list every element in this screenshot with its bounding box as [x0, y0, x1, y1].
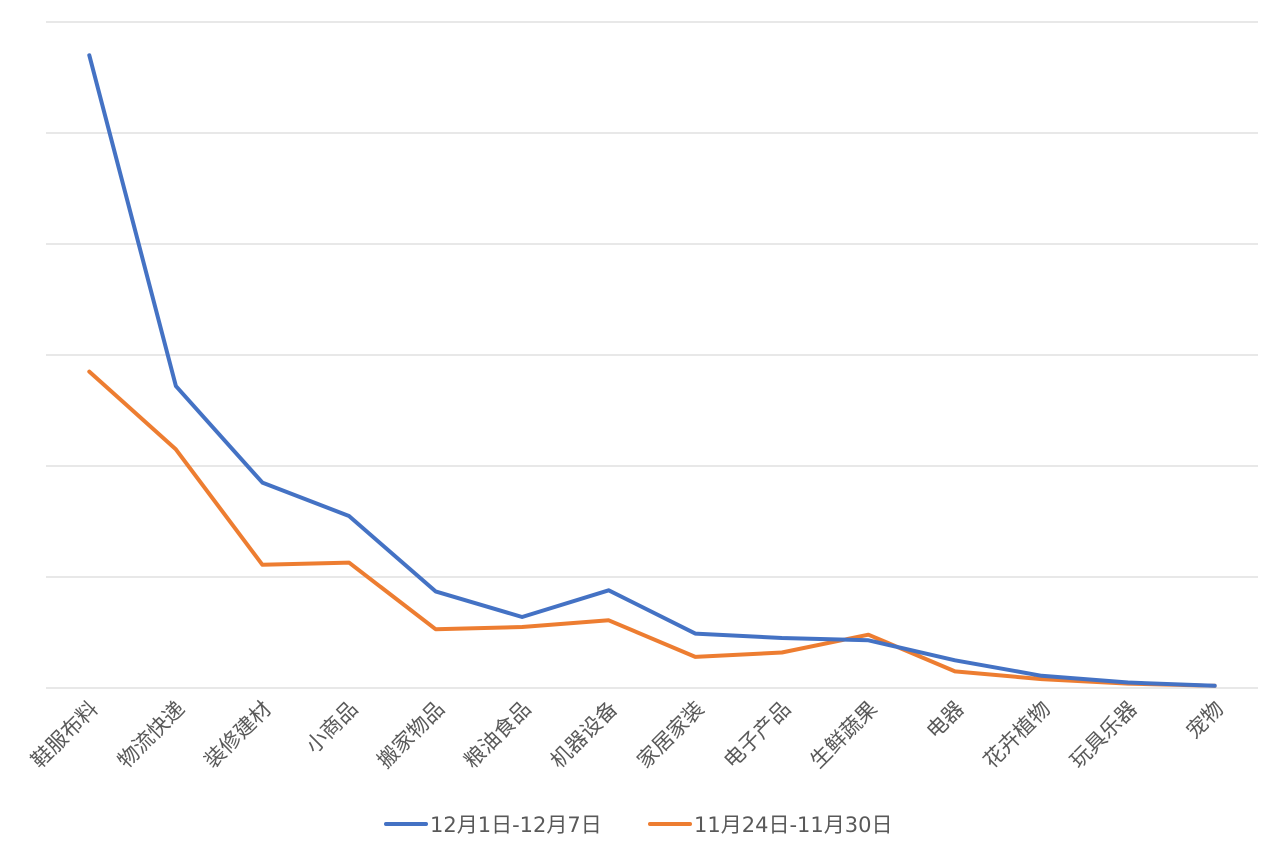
x-tick-label: 小商品 [301, 697, 363, 759]
x-tick-label: 玩具乐器 [1065, 697, 1141, 773]
x-tick-label: 装修建材 [200, 697, 276, 773]
series-line-1 [87, 53, 1217, 688]
x-tick-label: 电子产品 [719, 697, 795, 773]
x-tick-label: 鞋服布料 [26, 697, 102, 773]
legend-label-1: 12月1日-12月7日 [430, 813, 602, 837]
series-layer [87, 53, 1217, 688]
legend: 12月1日-12月7日 11月24日-11月30日 [384, 813, 892, 837]
x-tick-label: 生鲜蔬果 [806, 697, 882, 773]
series-line-2 [87, 369, 1217, 688]
gridlines [46, 21, 1258, 689]
x-axis-labels: 鞋服布料 物流快递 装修建材 小商品 搬家物品 粮油食品 机器设备 家居家装 电子产品 生鲜蔬果电… [26, 697, 1228, 773]
x-tick-label: 家居家装 [632, 697, 708, 773]
x-tick-label: 机器设备 [546, 697, 622, 773]
x-tick-label: 粮油食品 [459, 697, 535, 773]
x-tick-label: 宠物 [1182, 697, 1229, 744]
legend-label-2: 11月24日-11月30日 [694, 813, 892, 837]
x-tick-label: 电器 [922, 697, 969, 744]
x-tick-label: 花卉植物 [979, 697, 1055, 773]
x-tick-label: 物流快递 [113, 697, 189, 773]
x-tick-label: 搬家物品 [373, 697, 449, 773]
